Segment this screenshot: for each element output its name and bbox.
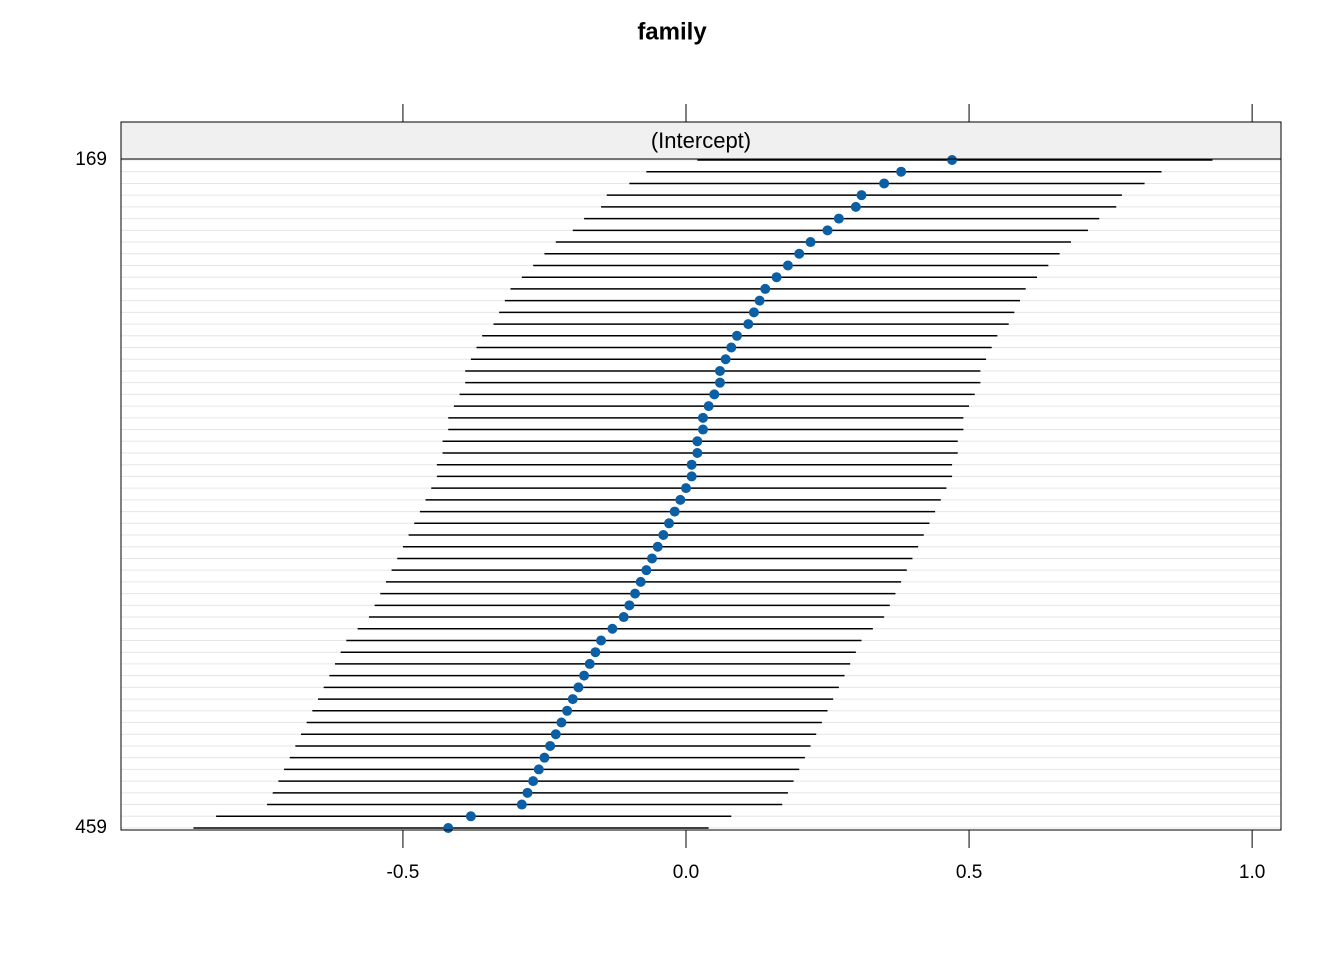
estimate-point <box>641 565 652 576</box>
y-tick-label: 169 <box>75 149 107 170</box>
x-tick-label: 0.0 <box>673 862 699 883</box>
estimate-point <box>879 178 890 189</box>
strip <box>120 121 1282 160</box>
chart-title: family <box>637 18 707 45</box>
x-tick-label: 1.0 <box>1239 862 1265 883</box>
estimate-point <box>754 295 765 306</box>
estimate-point <box>726 342 737 353</box>
estimate-point <box>539 752 550 763</box>
estimate-point <box>760 283 771 294</box>
estimate-point <box>647 553 658 564</box>
estimate-point <box>675 494 686 505</box>
estimate-point <box>782 260 793 271</box>
y-tick-label: 459 <box>75 817 107 838</box>
estimate-point <box>720 354 731 365</box>
estimate-point <box>714 377 725 388</box>
estimate-point <box>686 459 697 470</box>
estimate-point <box>697 424 708 435</box>
estimate-point <box>545 740 556 751</box>
estimate-point <box>550 729 561 740</box>
estimate-point <box>680 483 691 494</box>
estimate-point <box>590 647 601 658</box>
estimate-point <box>533 764 544 775</box>
estimate-point <box>703 401 714 412</box>
estimate-point <box>556 717 567 728</box>
estimate-point <box>516 799 527 810</box>
estimate-point <box>833 213 844 224</box>
x-tick-label: 0.5 <box>956 862 982 883</box>
estimate-point <box>794 248 805 259</box>
estimate-point <box>743 319 754 330</box>
estimate-point <box>630 588 641 599</box>
estimate-point <box>624 600 635 611</box>
estimate-point <box>635 576 646 587</box>
estimate-point <box>822 225 833 236</box>
estimate-point <box>618 612 629 623</box>
estimate-point <box>692 447 703 458</box>
estimate-point <box>658 530 669 541</box>
panel-frame <box>120 158 1282 831</box>
estimate-point <box>896 166 907 177</box>
estimate-point <box>856 190 867 201</box>
estimate-point <box>562 705 573 716</box>
estimate-point <box>748 307 759 318</box>
estimate-point <box>579 670 590 681</box>
x-tick-label: -0.5 <box>387 862 420 883</box>
estimate-point <box>664 518 675 529</box>
estimate-point <box>714 365 725 376</box>
estimate-point <box>607 623 618 634</box>
estimate-point <box>652 541 663 552</box>
estimate-point <box>465 811 476 822</box>
estimate-point <box>697 412 708 423</box>
estimate-point <box>596 635 607 646</box>
estimate-point <box>522 787 533 798</box>
estimate-point <box>584 658 595 669</box>
estimate-point <box>686 471 697 482</box>
estimate-point <box>692 436 703 447</box>
estimate-point <box>947 155 958 165</box>
estimate-point <box>573 682 584 693</box>
estimate-point <box>709 389 720 400</box>
estimate-point <box>443 823 454 833</box>
estimate-point <box>771 272 782 283</box>
estimate-point <box>805 237 816 248</box>
estimate-point <box>567 694 578 705</box>
estimate-point <box>731 330 742 341</box>
estimate-point <box>850 201 861 212</box>
estimate-point <box>528 776 539 787</box>
strip-label: (Intercept) <box>651 128 751 153</box>
estimate-point <box>669 506 680 517</box>
